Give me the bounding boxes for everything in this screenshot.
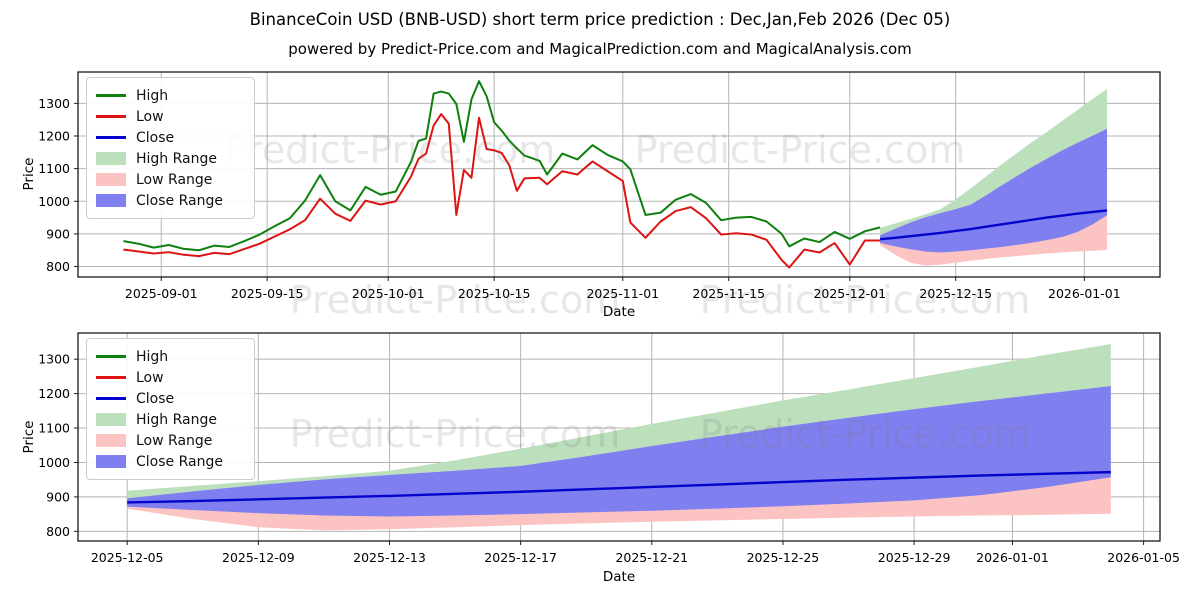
legend-patch-swatch: [96, 194, 126, 207]
legend-label: Low Range: [136, 432, 213, 449]
y-tick-label: 1000: [38, 194, 70, 209]
legend-label: High Range: [136, 411, 217, 428]
watermark-text: Predict-Price.com: [290, 412, 621, 456]
x-tick-label: 2025-12-05: [91, 550, 164, 565]
y-tick-label: 900: [46, 226, 70, 241]
legend-label: Close Range: [136, 192, 223, 209]
y-tick-label: 1000: [38, 455, 70, 470]
legend-label: High Range: [136, 150, 217, 167]
watermark-text: Predict-Price.com: [700, 278, 1031, 322]
legend-item-close-range: Close Range: [96, 190, 244, 211]
watermark-text: Predict-Price.com: [290, 278, 621, 322]
x-tick-label: 2025-11-01: [586, 286, 659, 301]
chart-subtitle: powered by Predict-Price.com and Magical…: [288, 40, 912, 58]
legend-patch-swatch: [96, 173, 126, 186]
legend-item-low-range: Low Range: [96, 430, 244, 451]
legend-item-high-range: High Range: [96, 148, 244, 169]
chart-title: BinanceCoin USD (BNB-USD) short term pri…: [249, 10, 951, 29]
x-tick-label: 2025-10-01: [352, 286, 425, 301]
legend-item-low: Low: [96, 367, 244, 388]
legend-item-high: High: [96, 346, 244, 367]
legend-patch-swatch: [96, 434, 126, 447]
watermark-text: Predict-Price.com: [700, 412, 1031, 456]
legend-label: Close: [136, 390, 175, 407]
low-line: [123, 113, 881, 269]
top-chart-ylabel: Price: [21, 158, 37, 191]
low-range-band: [880, 213, 1108, 266]
x-tick-label: 2025-11-15: [692, 286, 765, 301]
legend-patch-swatch: [96, 152, 126, 165]
top-chart-legend: High Low Close High Range Low Range Close Ran…: [86, 77, 255, 219]
bottom-chart-plot-area: Predict-Price.com Predict-Price.com 800 900…: [38, 332, 1180, 565]
x-tick-label: 2026-01-01: [1048, 286, 1121, 301]
legend-label: Low: [136, 108, 164, 125]
y-tick-label: 800: [46, 259, 70, 274]
x-tick-label: 2025-12-01: [813, 286, 886, 301]
legend-label: Close Range: [136, 453, 223, 470]
bottom-chart-ylabel: Price: [21, 421, 37, 454]
legend-label: Close: [136, 129, 175, 146]
x-tick-label: 2026-01-05: [1107, 550, 1180, 565]
legend-patch-swatch: [96, 455, 126, 468]
x-tick-label: 2025-12-17: [484, 550, 557, 565]
legend-item-low-range: Low Range: [96, 169, 244, 190]
x-tick-label: 2025-12-09: [222, 550, 295, 565]
legend-line-swatch: [96, 397, 126, 400]
top-chart-xlabel: Date: [603, 304, 635, 320]
y-tick-label: 1200: [38, 128, 70, 143]
y-tick-label: 1300: [38, 352, 70, 367]
y-tick-label: 1200: [38, 386, 70, 401]
legend-label: High: [136, 348, 169, 365]
watermark-text: Predict-Price.com: [225, 128, 556, 172]
x-tick-label: 2026-01-01: [976, 550, 1049, 565]
legend-label: Low: [136, 369, 164, 386]
high-line: [123, 80, 881, 252]
legend-line-swatch: [96, 136, 126, 139]
close-line: [879, 209, 1108, 241]
x-tick-label: 2025-10-15: [458, 286, 531, 301]
legend-item-close-range: Close Range: [96, 451, 244, 472]
x-tick-label: 2025-09-15: [231, 286, 304, 301]
y-tick-label: 900: [46, 489, 70, 504]
x-tick-label: 2025-12-15: [919, 286, 992, 301]
legend-line-swatch: [96, 376, 126, 379]
y-tick-label: 1300: [38, 96, 70, 111]
bottom-chart-xlabel: Date: [603, 569, 635, 585]
x-tick-label: 2025-12-13: [353, 550, 426, 565]
legend-line-swatch: [96, 355, 126, 358]
x-tick-label: 2025-12-29: [878, 550, 951, 565]
watermark-text: Predict-Price.com: [635, 128, 966, 172]
legend-line-swatch: [96, 94, 126, 97]
y-tick-label: 1100: [38, 161, 70, 176]
y-tick-label: 800: [46, 524, 70, 539]
close-range-band: [880, 128, 1108, 253]
close-range-band: [127, 386, 1111, 517]
top-chart-plot-area: Predict-Price.com Predict-Price.com Predic…: [38, 71, 1161, 322]
legend-item-high: High: [96, 85, 244, 106]
y-tick-label: 1100: [38, 421, 70, 436]
x-tick-label: 2025-09-01: [125, 286, 198, 301]
low-range-band: [127, 475, 1111, 531]
legend-line-swatch: [96, 115, 126, 118]
bottom-chart-legend: High Low Close High Range Low Range Close Ran…: [86, 338, 255, 480]
legend-label: Low Range: [136, 171, 213, 188]
x-tick-label: 2025-12-25: [747, 550, 820, 565]
legend-item-close: Close: [96, 127, 244, 148]
legend-item-close: Close: [96, 388, 244, 409]
legend-item-low: Low: [96, 106, 244, 127]
legend-patch-swatch: [96, 413, 126, 426]
legend-label: High: [136, 87, 169, 104]
legend-item-high-range: High Range: [96, 409, 244, 430]
close-line: [127, 470, 1111, 504]
x-tick-label: 2025-12-21: [615, 550, 688, 565]
